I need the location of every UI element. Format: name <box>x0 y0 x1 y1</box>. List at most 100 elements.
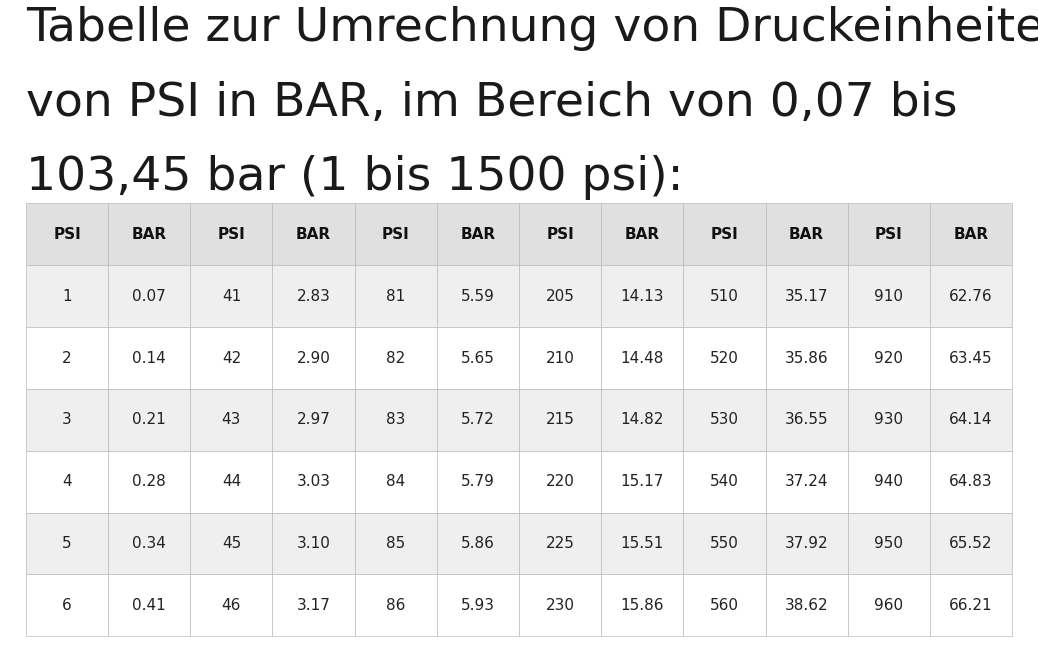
Bar <box>930 389 1012 451</box>
Text: 5.86: 5.86 <box>461 536 495 551</box>
Bar <box>601 513 683 574</box>
Text: PSI: PSI <box>382 227 410 242</box>
Text: 37.92: 37.92 <box>785 536 828 551</box>
Bar <box>848 451 930 513</box>
Bar <box>355 203 437 266</box>
Bar <box>765 451 848 513</box>
Bar <box>272 203 355 266</box>
Bar <box>519 574 601 636</box>
Bar <box>765 389 848 451</box>
Text: BAR: BAR <box>625 227 660 242</box>
Bar <box>26 203 108 266</box>
Bar <box>108 451 190 513</box>
Bar <box>26 327 108 389</box>
Text: 0.34: 0.34 <box>132 536 166 551</box>
Text: 510: 510 <box>710 289 739 304</box>
Text: 930: 930 <box>874 412 903 428</box>
Bar <box>519 513 601 574</box>
Text: 2.90: 2.90 <box>297 351 330 366</box>
Bar <box>108 327 190 389</box>
Bar <box>272 451 355 513</box>
Text: 5.93: 5.93 <box>461 598 495 613</box>
Bar <box>601 327 683 389</box>
Text: 3.17: 3.17 <box>297 598 330 613</box>
Text: 64.14: 64.14 <box>949 412 992 428</box>
Text: 5: 5 <box>62 536 72 551</box>
Bar <box>26 513 108 574</box>
Bar <box>765 574 848 636</box>
Bar <box>519 327 601 389</box>
Text: 5.79: 5.79 <box>461 474 495 489</box>
Bar <box>108 266 190 327</box>
Bar <box>272 389 355 451</box>
Bar <box>190 266 272 327</box>
Bar <box>26 451 108 513</box>
Text: 14.82: 14.82 <box>621 412 664 428</box>
Text: 66.21: 66.21 <box>949 598 992 613</box>
Bar <box>108 203 190 266</box>
Bar <box>190 574 272 636</box>
Text: 35.17: 35.17 <box>785 289 828 304</box>
Text: 540: 540 <box>710 474 739 489</box>
Bar <box>848 513 930 574</box>
Text: 520: 520 <box>710 351 739 366</box>
Text: 43: 43 <box>222 412 241 428</box>
Text: 2.97: 2.97 <box>297 412 330 428</box>
Bar <box>601 389 683 451</box>
Bar <box>355 451 437 513</box>
Bar <box>355 574 437 636</box>
Bar <box>765 513 848 574</box>
Bar <box>190 513 272 574</box>
Text: 15.17: 15.17 <box>621 474 664 489</box>
Text: 15.86: 15.86 <box>621 598 664 613</box>
Bar <box>683 574 766 636</box>
Text: PSI: PSI <box>53 227 81 242</box>
Bar <box>930 574 1012 636</box>
Text: 5.59: 5.59 <box>461 289 495 304</box>
Text: 3: 3 <box>62 412 72 428</box>
Bar <box>355 513 437 574</box>
Bar <box>765 327 848 389</box>
Bar <box>272 574 355 636</box>
Text: 82: 82 <box>386 351 406 366</box>
Text: BAR: BAR <box>460 227 495 242</box>
Text: 550: 550 <box>710 536 739 551</box>
Text: 44: 44 <box>222 474 241 489</box>
Text: 225: 225 <box>546 536 574 551</box>
Text: 3.03: 3.03 <box>297 474 330 489</box>
Bar <box>848 266 930 327</box>
Bar <box>26 266 108 327</box>
Text: 940: 940 <box>874 474 903 489</box>
Bar <box>272 513 355 574</box>
Bar <box>437 513 519 574</box>
Bar <box>930 327 1012 389</box>
Text: 530: 530 <box>710 412 739 428</box>
Text: 64.83: 64.83 <box>949 474 992 489</box>
Bar <box>765 266 848 327</box>
Text: 46: 46 <box>222 598 241 613</box>
Text: 15.51: 15.51 <box>621 536 664 551</box>
Bar <box>437 389 519 451</box>
Bar <box>437 203 519 266</box>
Bar <box>930 451 1012 513</box>
Bar <box>355 266 437 327</box>
Text: von PSI in BAR, im Bereich von 0,07 bis: von PSI in BAR, im Bereich von 0,07 bis <box>26 81 957 126</box>
Text: 5.72: 5.72 <box>461 412 495 428</box>
Bar <box>272 327 355 389</box>
Text: 220: 220 <box>546 474 574 489</box>
Text: Tabelle zur Umrechnung von Druckeinheiten: Tabelle zur Umrechnung von Druckeinheite… <box>26 6 1038 52</box>
Text: 35.86: 35.86 <box>785 351 828 366</box>
Text: 6: 6 <box>62 598 72 613</box>
Text: 205: 205 <box>546 289 574 304</box>
Text: 65.52: 65.52 <box>949 536 992 551</box>
Bar <box>519 451 601 513</box>
Bar <box>601 203 683 266</box>
Text: 5.65: 5.65 <box>461 351 495 366</box>
Text: PSI: PSI <box>711 227 738 242</box>
Text: 960: 960 <box>874 598 903 613</box>
Bar <box>437 574 519 636</box>
Text: 37.24: 37.24 <box>785 474 828 489</box>
Text: 41: 41 <box>222 289 241 304</box>
Bar <box>108 574 190 636</box>
Bar <box>848 203 930 266</box>
